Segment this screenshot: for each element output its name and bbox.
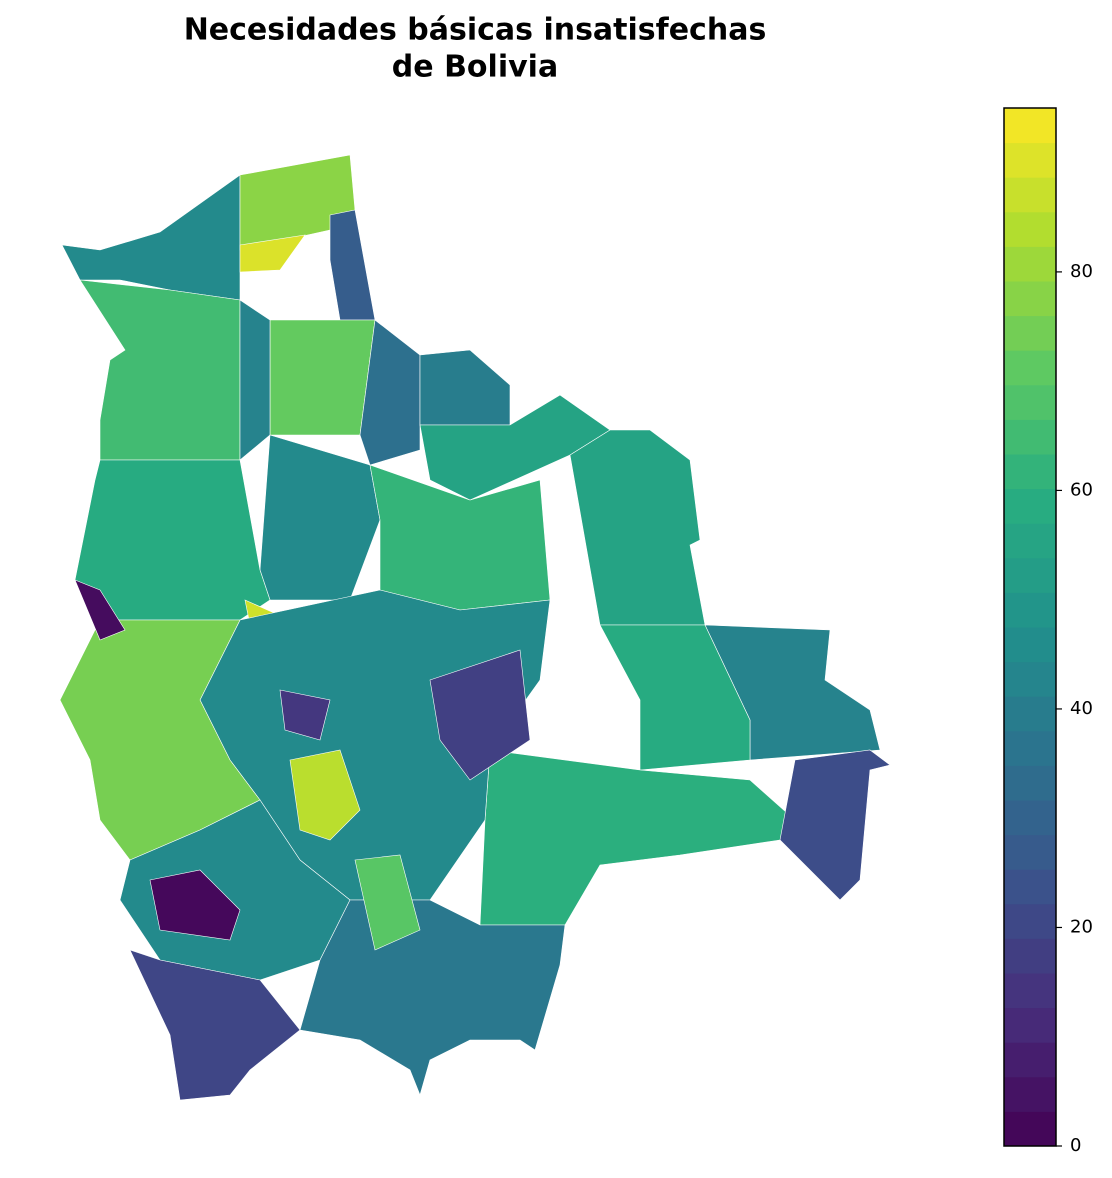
colorbar-band (1004, 765, 1056, 801)
colorbar-band (1004, 488, 1056, 524)
colorbar-band (1004, 177, 1056, 213)
colorbar-band (1004, 142, 1056, 178)
colorbar-band (1004, 281, 1056, 317)
map (59, 154, 891, 1101)
region (129, 949, 301, 1101)
colorbar-band (1004, 592, 1056, 628)
tick-label: 20 (1070, 916, 1093, 937)
region (299, 899, 566, 1096)
region (74, 579, 126, 641)
colorbar-band (1004, 557, 1056, 593)
colorbar-band (1004, 627, 1056, 663)
colorbar-band (1004, 350, 1056, 386)
colorbar-band (1004, 419, 1056, 455)
region (419, 349, 511, 426)
colorbar-band (1004, 1042, 1056, 1078)
region (239, 234, 306, 273)
region (269, 319, 376, 436)
colorbar-band (1004, 834, 1056, 870)
colorbar-band (1004, 108, 1056, 144)
region (289, 749, 361, 841)
colorbar: 0 20 40 60 80 (1003, 107, 1093, 1156)
region (429, 649, 531, 781)
tick-label: 60 (1070, 479, 1093, 500)
colorbar-band (1004, 903, 1056, 939)
chart-title: de Bolivia (392, 50, 558, 85)
region (259, 434, 381, 601)
colorbar-band (1004, 869, 1056, 905)
chart-title: Necesidades básicas insatisfechas (184, 13, 767, 48)
colorbar-band (1004, 384, 1056, 420)
colorbar-band (1004, 938, 1056, 974)
colorbar-band (1004, 1007, 1056, 1043)
region (239, 299, 271, 461)
colorbar-band (1004, 1111, 1056, 1147)
colorbar-band (1004, 1076, 1056, 1112)
region (74, 459, 271, 621)
colorbar-frame (1003, 107, 1057, 1147)
colorbar-band (1004, 696, 1056, 732)
region (779, 749, 891, 901)
region (149, 869, 241, 941)
region (79, 279, 241, 461)
region (329, 209, 376, 321)
colorbar-band (1004, 454, 1056, 490)
region (354, 854, 421, 951)
tick-label: 0 (1070, 1135, 1081, 1156)
region (479, 749, 796, 926)
tick-label: 40 (1070, 698, 1093, 719)
colorbar-band (1004, 973, 1056, 1009)
colorbar-band (1004, 661, 1056, 697)
tick-label: 80 (1070, 261, 1093, 282)
colorbar-band (1004, 315, 1056, 351)
colorbar-band (1004, 211, 1056, 247)
region (599, 624, 751, 771)
region (61, 174, 241, 301)
colorbar-band (1004, 246, 1056, 282)
region (569, 429, 706, 626)
region (279, 689, 331, 741)
region (359, 319, 421, 466)
colorbar-band (1004, 730, 1056, 766)
colorbar-band (1004, 800, 1056, 836)
colorbar-band (1004, 523, 1056, 559)
